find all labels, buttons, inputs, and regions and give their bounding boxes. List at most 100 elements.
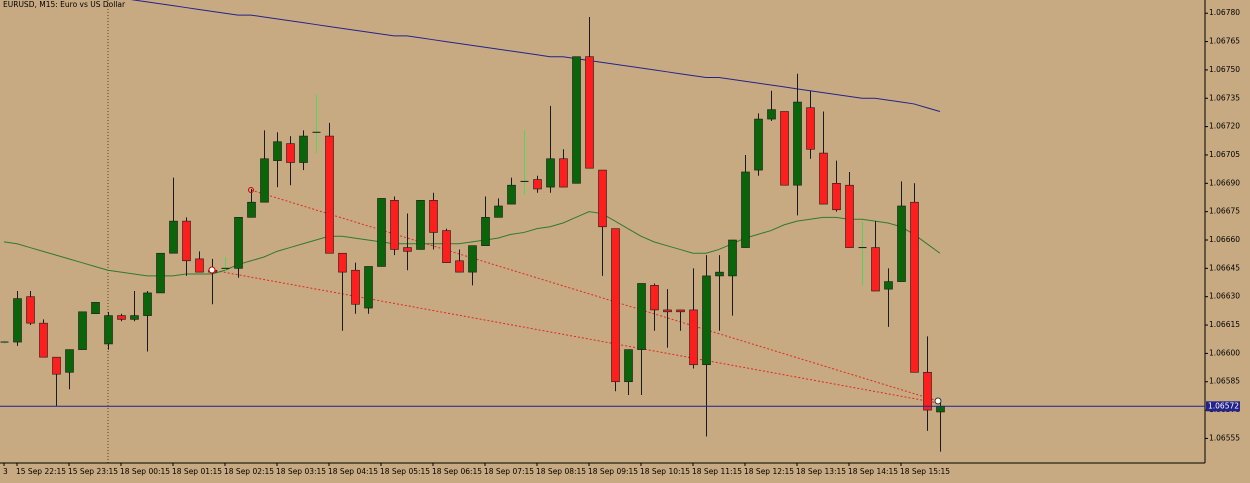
x-tick-label: 18 Sep 14:15 [848, 467, 898, 476]
candle-body [182, 220, 191, 262]
candle-body [390, 200, 399, 250]
candle-body [364, 266, 373, 309]
candle-body [195, 258, 204, 273]
candle-body [325, 135, 334, 254]
candle-body [598, 169, 607, 228]
candle-body [884, 281, 893, 290]
x-tick-label: 18 Sep 10:15 [640, 467, 690, 476]
current-price-box [1206, 401, 1240, 412]
y-tick-label: 1.06585 [1209, 377, 1240, 386]
candle-body [832, 183, 841, 211]
candle-body [611, 228, 620, 383]
x-tick-label: 18 Sep 13:15 [796, 467, 846, 476]
candle-body [650, 285, 659, 311]
x-tick-label: 18 Sep 08:15 [536, 467, 586, 476]
candle-body [676, 309, 685, 313]
x-tick-label: 18 Sep 01:15 [172, 467, 222, 476]
candle-body [156, 252, 165, 294]
x-tick-label: 15 Sep 22:15 [16, 467, 66, 476]
candle-body [780, 111, 789, 186]
x-tick-label: 18 Sep 11:15 [692, 467, 742, 476]
candle-body [741, 171, 750, 248]
candle-body [286, 143, 295, 163]
plot-area [0, 0, 945, 452]
candle-body [429, 200, 438, 233]
y-tick-label: 1.06630 [1209, 292, 1240, 301]
y-tick-label: 1.06720 [1209, 122, 1240, 131]
candle-body [806, 107, 815, 150]
candle-body [377, 198, 386, 267]
candle-body [494, 205, 503, 218]
y-tick-label: 1.06765 [1209, 37, 1240, 46]
y-tick-label: 1.06705 [1209, 150, 1240, 159]
candle-body [130, 315, 139, 320]
candle-body [715, 271, 724, 277]
candle-body [247, 201, 256, 218]
y-tick-label: 1.06615 [1209, 320, 1240, 329]
chart-title: EURUSD, M15: Euro vs US Dollar [3, 0, 126, 9]
candle-body [403, 247, 412, 252]
x-tick-label: 18 Sep 12:15 [744, 467, 794, 476]
candle-body [897, 205, 906, 282]
y-tick-label: 1.06675 [1209, 207, 1240, 216]
candle-body [351, 269, 360, 305]
candle-body [481, 217, 490, 246]
candle-body [702, 275, 711, 366]
y-tick-label: 1.06735 [1209, 93, 1240, 102]
candle-body [455, 260, 464, 273]
candle-body [689, 309, 698, 366]
candle-body [793, 101, 802, 186]
candle-body [546, 158, 555, 188]
candle-body [754, 118, 763, 171]
candle-body [507, 184, 516, 205]
x-tick-label: 15 Sep 23:15 [68, 467, 118, 476]
moving-average [130, 0, 941, 112]
candle-body [13, 298, 22, 343]
candle-body [871, 247, 880, 292]
candle-body [52, 356, 61, 375]
x-tick-label: 18 Sep 02:15 [224, 467, 274, 476]
candle-body [663, 309, 672, 313]
trade-marker [208, 266, 216, 274]
x-tick-label: 18 Sep 07:15 [484, 467, 534, 476]
candle-body [299, 135, 308, 163]
trade-markers [208, 187, 942, 405]
candle-body [416, 200, 425, 250]
candle-body [273, 141, 282, 161]
candle-body [143, 292, 152, 316]
candle-body [442, 230, 451, 263]
candle-body [39, 322, 48, 358]
y-tick-label: 1.06780 [1209, 8, 1240, 17]
candle-body [845, 184, 854, 248]
x-tick-label: 18 Sep 09:15 [588, 467, 638, 476]
trend-line [211, 269, 939, 404]
trade-marker [248, 187, 254, 193]
candle-body [65, 349, 74, 373]
candle-body [624, 349, 633, 383]
candle-body [104, 315, 113, 345]
candle-body [923, 371, 932, 411]
y-tick-label: 1.06690 [1209, 178, 1240, 187]
x-tick-label: 18 Sep 00:15 [120, 467, 170, 476]
candle-body [234, 217, 243, 269]
candle-body [728, 239, 737, 277]
candle-body [533, 179, 542, 190]
candle-body [338, 252, 347, 273]
y-tick-label: 1.06645 [1209, 263, 1240, 272]
candle-body [91, 302, 100, 315]
candle-body [260, 158, 269, 203]
candle-body [26, 296, 35, 324]
candle-body [819, 152, 828, 205]
candle-body [559, 158, 568, 188]
annotations [211, 189, 939, 404]
x-tick-label: 18 Sep 03:15 [276, 467, 326, 476]
candle-body [468, 245, 477, 273]
x-tick-label: 18 Sep 04:15 [328, 467, 378, 476]
candle-body [572, 56, 581, 184]
y-tick-label: 1.06750 [1209, 65, 1240, 74]
x-tick-label: 18 Sep 05:15 [380, 467, 430, 476]
candle-body [117, 315, 126, 320]
candle-body [585, 56, 594, 169]
